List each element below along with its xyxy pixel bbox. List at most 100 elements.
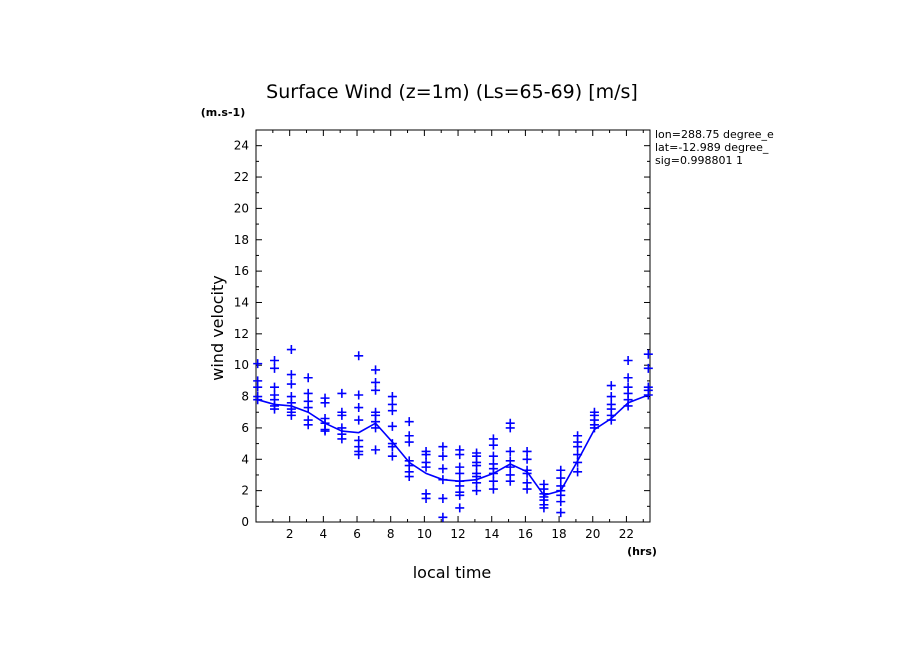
x-tick-label: 22 (619, 527, 634, 541)
x-tick-label: 20 (585, 527, 600, 541)
data-point (505, 476, 515, 486)
y-tick-label: 14 (234, 295, 249, 309)
data-point (623, 401, 633, 411)
data-point (455, 490, 465, 500)
data-point (522, 454, 532, 464)
data-point (354, 450, 364, 460)
data-point (303, 373, 313, 383)
data-point (354, 390, 364, 400)
plot-frame (255, 129, 651, 523)
data-point (455, 468, 465, 478)
data-point (573, 450, 583, 460)
y-tick-label: 20 (234, 201, 249, 215)
data-point (472, 478, 482, 488)
data-point (539, 503, 549, 513)
x-tick-label: 4 (320, 527, 328, 541)
info-sig: sig=0.998801 1 (655, 154, 743, 167)
data-point (253, 359, 263, 369)
x-unit-label: (hrs) (627, 545, 657, 558)
data-point (270, 382, 280, 392)
data-point (505, 423, 515, 433)
data-point (522, 446, 532, 456)
data-point (270, 355, 280, 365)
data-point (488, 468, 498, 478)
data-point (438, 493, 448, 503)
info-lon: lon=288.75 degree_e (655, 128, 774, 141)
data-point (573, 457, 583, 467)
data-point (371, 423, 381, 433)
data-point (303, 388, 313, 398)
x-tick-label: 12 (450, 527, 465, 541)
y-tick-label: 10 (234, 358, 249, 372)
data-point (421, 462, 431, 472)
data-point (606, 381, 616, 391)
data-point (488, 451, 498, 461)
data-point (438, 451, 448, 461)
data-point (421, 493, 431, 503)
data-point (303, 403, 313, 413)
data-point (488, 484, 498, 494)
data-point (488, 476, 498, 486)
data-point (354, 403, 364, 413)
data-point (573, 442, 583, 452)
data-point (387, 421, 397, 431)
data-point (522, 484, 532, 494)
y-tick-label: 2 (241, 484, 249, 498)
data-point (505, 462, 515, 472)
data-point (643, 349, 653, 359)
data-point (354, 415, 364, 425)
y-axis-label: wind velocity (208, 275, 227, 380)
y-tick-label: 8 (241, 390, 249, 404)
y-tick-label: 18 (234, 233, 249, 247)
data-point (455, 503, 465, 513)
data-point (404, 417, 414, 427)
data-point (472, 486, 482, 496)
data-point (320, 426, 330, 436)
data-point (623, 373, 633, 383)
data-point (505, 446, 515, 456)
data-point (320, 398, 330, 408)
data-point (371, 377, 381, 387)
data-point (573, 467, 583, 477)
x-tick-label: 10 (417, 527, 432, 541)
data-point (286, 370, 296, 380)
data-point (556, 497, 566, 507)
data-point (404, 472, 414, 482)
data-point (371, 385, 381, 395)
y-tick-label: 16 (234, 264, 249, 278)
marks-layer (253, 345, 653, 522)
data-point (387, 406, 397, 416)
data-point (643, 390, 653, 400)
data-point (455, 450, 465, 460)
data-point (337, 434, 347, 444)
data-point (354, 351, 364, 361)
y-tick-label: 22 (234, 170, 249, 184)
data-point (606, 415, 616, 425)
data-point (623, 355, 633, 365)
data-point (556, 473, 566, 483)
data-point (337, 388, 347, 398)
data-point (286, 379, 296, 389)
data-point (488, 440, 498, 450)
x-tick-label: 6 (353, 527, 361, 541)
x-axis-label: local time (413, 563, 492, 582)
x-tick-label: 16 (518, 527, 533, 541)
mean-line (257, 394, 649, 497)
data-point (606, 392, 616, 402)
data-point (371, 365, 381, 375)
data-point (404, 437, 414, 447)
y-unit-label: (m.s-1) (201, 106, 245, 119)
data-point (643, 363, 653, 373)
info-box: lon=288.75 degree_e lat=-12.989 degree_ … (655, 128, 774, 167)
x-tick-label: 2 (286, 527, 294, 541)
data-point (522, 468, 532, 478)
data-point (286, 410, 296, 420)
y-tick-label: 4 (241, 452, 249, 466)
data-point (438, 464, 448, 474)
data-point (270, 363, 280, 373)
y-tick-label: 6 (241, 421, 249, 435)
data-point (438, 475, 448, 485)
data-point (270, 404, 280, 414)
